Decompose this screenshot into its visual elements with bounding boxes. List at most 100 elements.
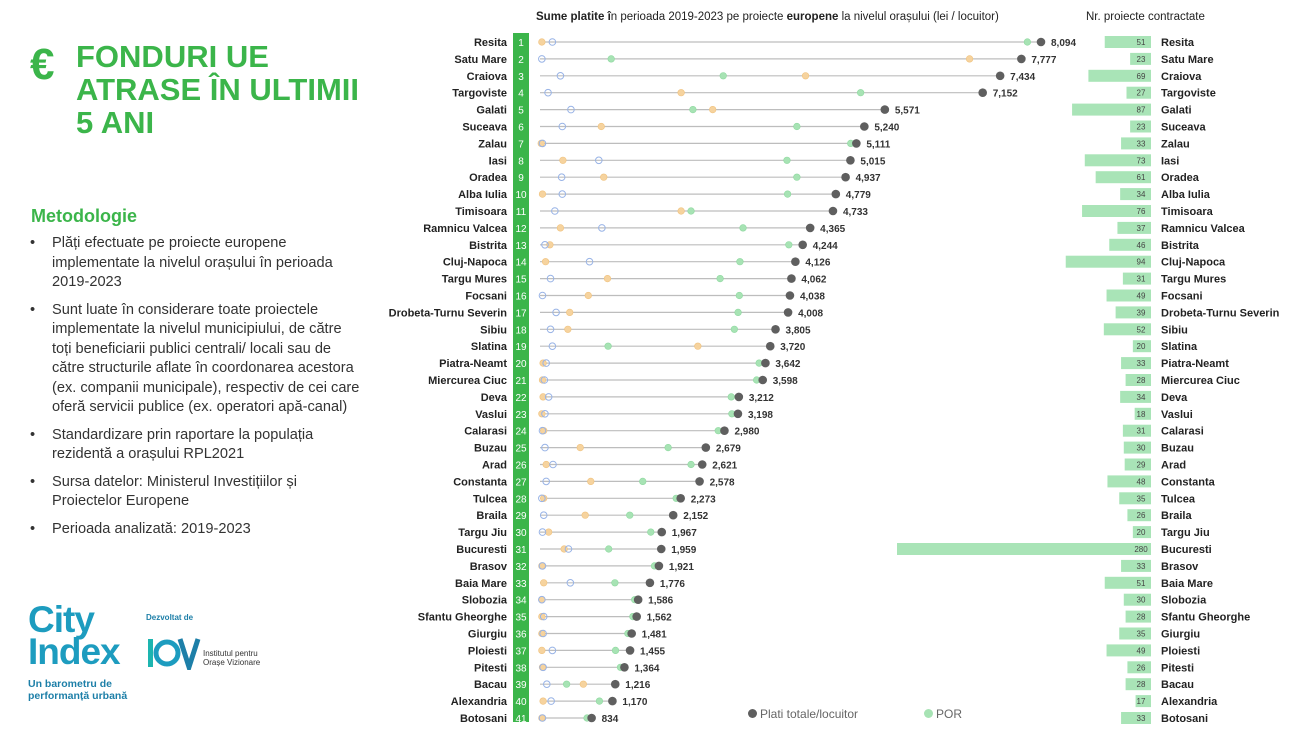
por-dot xyxy=(785,241,793,249)
por-dot xyxy=(611,579,619,587)
rank-label: 28 xyxy=(515,494,527,505)
total-dot xyxy=(785,291,795,300)
city-label: Craiova xyxy=(467,71,508,83)
city-label: Brasov xyxy=(470,561,508,573)
blue-dot xyxy=(544,393,553,401)
projects-bar xyxy=(1134,407,1151,420)
projects-bar xyxy=(1084,154,1151,167)
por-dot xyxy=(664,444,672,452)
por-dot xyxy=(689,105,697,114)
projects-value-label: 51 xyxy=(1137,579,1146,588)
blue-dot xyxy=(539,612,548,621)
city-label-right: Calarasi xyxy=(1161,426,1204,438)
city-label: Oradea xyxy=(469,172,508,184)
total-dot xyxy=(625,646,635,655)
city-label: Targu Jiu xyxy=(458,527,507,539)
total-dot xyxy=(860,122,869,131)
city-label-right: Alba Iulia xyxy=(1161,189,1211,201)
blue-dot xyxy=(538,291,547,300)
projects-bar xyxy=(1132,340,1151,353)
city-label-right: Slatina xyxy=(1161,341,1198,353)
projects-value-label: 34 xyxy=(1137,393,1146,402)
rank-label: 2 xyxy=(518,55,524,66)
por-dot xyxy=(730,325,738,333)
city-label: Tulcea xyxy=(473,493,508,505)
projects-value-label: 20 xyxy=(1137,342,1146,351)
total-value-label: 5,571 xyxy=(895,106,920,117)
por-dot xyxy=(857,89,865,97)
city-label: Bucuresti xyxy=(456,544,507,556)
projects-value-label: 39 xyxy=(1137,308,1146,317)
city-label: Alexandria xyxy=(451,696,508,708)
total-dot xyxy=(733,409,743,419)
projects-value-label: 33 xyxy=(1137,714,1146,723)
chart-title-part: n perioada 2019-2023 pe proiecte xyxy=(610,11,787,23)
projects-bar xyxy=(1082,205,1151,217)
por-dot xyxy=(607,55,615,63)
por-dot xyxy=(716,275,724,283)
orange-dot xyxy=(566,308,574,317)
city-label: Baia Mare xyxy=(455,578,507,590)
total-dot xyxy=(654,561,664,571)
total-value-label: 7,777 xyxy=(1031,55,1056,66)
city-label: Bistrita xyxy=(469,240,508,252)
total-value-label: 834 xyxy=(602,714,619,725)
blue-dot xyxy=(548,342,557,351)
blue-dot xyxy=(585,257,594,266)
chart-title: Sume platite în perioada 2019-2023 pe pr… xyxy=(536,11,999,23)
city-label-right: Slobozia xyxy=(1161,595,1207,607)
por-dot xyxy=(626,511,634,519)
rank-label: 21 xyxy=(515,376,527,387)
por-dot xyxy=(639,477,647,486)
rank-label: 6 xyxy=(518,123,524,134)
total-dot xyxy=(880,105,890,114)
orange-dot xyxy=(539,393,547,401)
total-value-label: 1,921 xyxy=(669,562,694,573)
total-value-label: 5,015 xyxy=(860,156,885,167)
city-label: Resita xyxy=(474,37,508,49)
por-dot xyxy=(1023,38,1031,46)
total-dot xyxy=(765,341,775,351)
blue-dot xyxy=(538,55,546,63)
por-dot xyxy=(793,122,801,131)
rank-label: 34 xyxy=(515,596,527,607)
blue-dot xyxy=(552,308,560,317)
total-value-label: 3,642 xyxy=(775,359,800,370)
rank-label: 7 xyxy=(518,139,524,150)
orange-dot xyxy=(559,156,567,164)
projects-value-label: 33 xyxy=(1137,139,1146,148)
por-dot xyxy=(793,173,801,181)
total-value-label: 2,980 xyxy=(734,427,759,438)
total-dot xyxy=(676,494,685,503)
orange-dot xyxy=(556,224,565,232)
total-value-label: 3,720 xyxy=(780,342,805,353)
city-label-right: Timisoara xyxy=(1161,206,1214,218)
blue-dot xyxy=(557,173,566,181)
blue-dot xyxy=(538,426,547,435)
total-dot xyxy=(608,696,617,706)
rank-label: 12 xyxy=(515,224,527,235)
blue-dot xyxy=(548,646,557,655)
projects-bar xyxy=(1126,86,1151,99)
orange-dot xyxy=(539,697,547,705)
projects-value-label: 35 xyxy=(1137,630,1146,639)
legend-total-icon xyxy=(748,709,757,718)
rank-label: 41 xyxy=(515,714,527,725)
city-label: Bacau xyxy=(474,679,507,691)
total-value-label: 1,967 xyxy=(672,528,697,539)
total-dot xyxy=(828,206,838,216)
city-label-right: Buzau xyxy=(1161,443,1194,455)
rank-label: 3 xyxy=(518,72,524,83)
projects-value-label: 29 xyxy=(1137,461,1146,470)
rank-label: 37 xyxy=(515,646,527,657)
projects-bar xyxy=(1135,695,1151,708)
orange-dot xyxy=(538,190,547,198)
iov-logo-icon xyxy=(148,638,201,670)
legend-por-icon xyxy=(924,709,933,718)
por-dot xyxy=(604,342,612,350)
city-label-right: Galati xyxy=(1161,105,1192,117)
blue-dot xyxy=(543,680,551,689)
city-label-right: Oradea xyxy=(1161,172,1200,184)
total-value-label: 5,111 xyxy=(866,139,890,150)
city-label-right: Miercurea Ciuc xyxy=(1161,375,1240,387)
